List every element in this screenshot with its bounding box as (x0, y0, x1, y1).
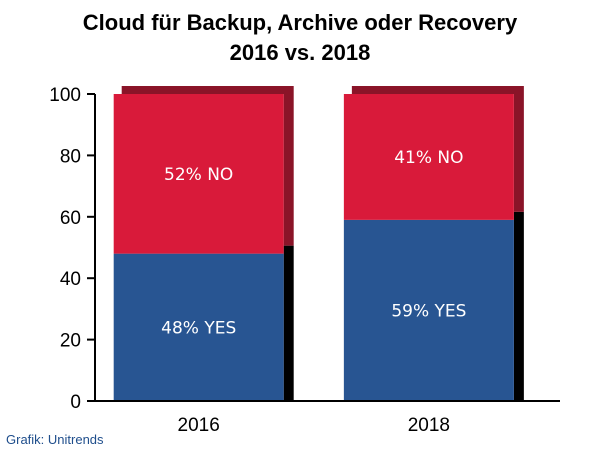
y-tick-label: 40 (60, 269, 81, 290)
bar-top-shadow-2018 (351, 86, 522, 94)
bar-segment-no-2016 (113, 94, 284, 254)
x-tick-label-2018: 2018 (408, 415, 450, 436)
bar-shadow-no-2016 (283, 86, 294, 246)
source-credit: Grafik: Unitrends (6, 432, 104, 447)
y-tick-label: 20 (60, 331, 81, 352)
data-label-yes-2018: 59% YES (391, 301, 466, 321)
chart-title-line-1: Cloud für Backup, Archive oder Recovery (82, 10, 518, 35)
chart-title-line-2: 2016 vs. 2018 (229, 40, 371, 65)
data-label-no-2016: 52% NO (164, 165, 233, 185)
data-label-yes-2016: 48% YES (161, 318, 236, 338)
x-axis: 2016 2018 (94, 400, 560, 436)
bars: 48% YES 52% NO 59% YES 41% NO (113, 86, 524, 401)
y-axis: 0 20 40 60 80 100 (49, 85, 96, 413)
bar-top-shadow-2016 (121, 86, 292, 94)
chart-title: Cloud für Backup, Archive oder Recovery … (0, 8, 600, 68)
bar-segment-yes-2018 (343, 219, 514, 401)
y-tick-label: 0 (70, 392, 81, 413)
bar-shadow-no-2018 (513, 86, 524, 212)
y-tick-label: 80 (60, 146, 81, 167)
bar-shadow-yes-2018 (513, 211, 524, 401)
x-tick-label-2016: 2016 (178, 415, 220, 436)
bar-shadow-yes-2016 (283, 245, 294, 401)
bar-segment-yes-2016 (113, 253, 284, 401)
y-tick-label: 100 (49, 85, 81, 106)
y-tick-label: 60 (60, 208, 81, 229)
data-label-no-2018: 41% NO (394, 148, 463, 168)
bar-segment-no-2018 (343, 94, 514, 220)
